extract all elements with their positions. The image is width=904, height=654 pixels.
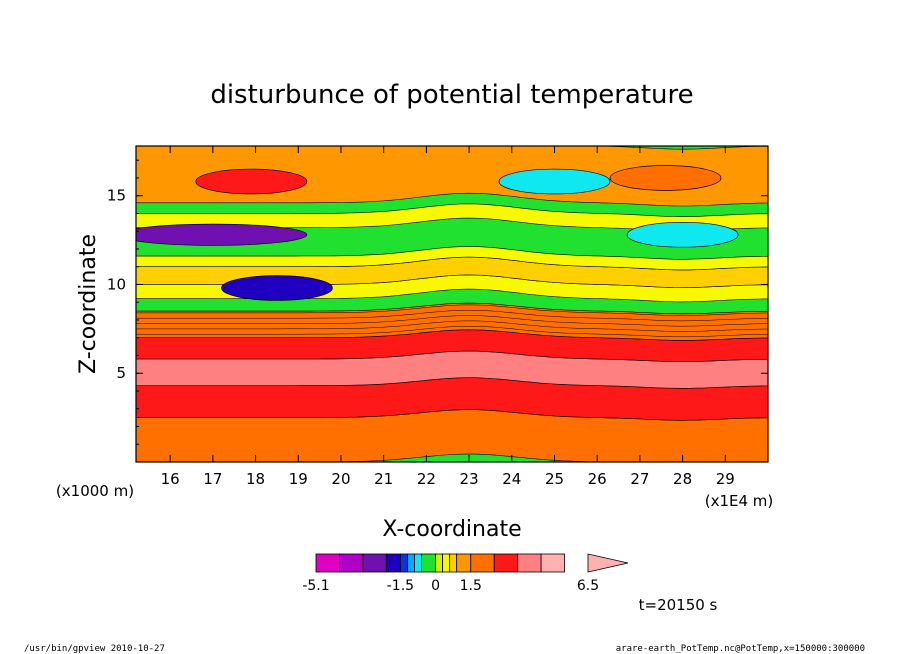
- x-tick-label: 17: [203, 470, 222, 488]
- colorbar-label: -5.1: [302, 578, 329, 594]
- feature-4: [498, 168, 611, 195]
- y-tick-label: 5: [116, 364, 126, 382]
- colorbar-swatch: [517, 553, 542, 573]
- x-axis-label: X-coordinate: [382, 517, 521, 542]
- y-tick-label: 10: [107, 275, 126, 293]
- chart-title: disturbunce of potential temperature: [210, 80, 693, 110]
- contour-line: [136, 320, 768, 332]
- colorbar-swatch: [470, 553, 495, 573]
- x-tick-label: 25: [545, 470, 564, 488]
- colorbar-swatch: [449, 553, 458, 573]
- plot-frame: [135, 145, 769, 463]
- colorbar-swatch: [442, 553, 451, 573]
- feature-3: [221, 275, 333, 301]
- x-tick-label: 21: [374, 470, 393, 488]
- contour-line: [136, 309, 768, 322]
- x-tick-label: 24: [502, 470, 521, 488]
- colorbar-swatch: [414, 553, 422, 573]
- colorbar-label: 1.5: [460, 578, 482, 594]
- x-tick-label: 16: [161, 470, 180, 488]
- feature-5: [626, 221, 739, 248]
- footer-left: /usr/bin/gpview 2010-10-27: [24, 644, 165, 654]
- contour-line: [136, 304, 768, 316]
- x-tick-label: 27: [630, 470, 649, 488]
- upper-layer-4: [136, 146, 768, 207]
- colorbar-label: 0: [431, 578, 440, 594]
- x-tick-label: 18: [246, 470, 265, 488]
- contour-line: [136, 315, 768, 327]
- y-axis: 5 10 15: [107, 159, 768, 445]
- contour-plot: [136, 146, 768, 462]
- x-tick-label: 22: [417, 470, 436, 488]
- x-tick-label: 28: [673, 470, 692, 488]
- feature-1: [609, 165, 722, 191]
- colorbar-swatch: [385, 553, 401, 573]
- contour-line: [136, 325, 768, 338]
- x-tick-label: 29: [716, 470, 735, 488]
- upper-layer-2: [136, 246, 768, 271]
- time-label: t=20150 s: [639, 596, 718, 614]
- colorbar-swatch: [339, 553, 364, 573]
- colorbar-swatch: [493, 553, 519, 573]
- x-tick-label: 26: [588, 470, 607, 488]
- x-tick-label: 20: [331, 470, 350, 488]
- feature-0: [195, 168, 308, 195]
- x-tick-label: 23: [460, 470, 479, 488]
- colorbar: -5.1 -1.5 0 1.5 6.5: [302, 553, 629, 594]
- colorbar-swatch: [456, 553, 472, 573]
- colorbar-swatch: [407, 553, 415, 573]
- upper-layer-3: [136, 203, 768, 232]
- colorbar-arrow: [587, 553, 629, 573]
- feature-2: [136, 223, 308, 246]
- colorbar-swatch: [362, 553, 387, 573]
- x-unit-label: (x1E4 m): [705, 492, 774, 510]
- y-axis-label: Z-coordinate: [76, 234, 101, 374]
- band-4: [136, 302, 768, 341]
- colorbar-label: -1.5: [387, 578, 414, 594]
- y-tick-label: 15: [107, 187, 126, 205]
- x-axis: 16 17 18 19 20 21 22 23 24 25 26 27 28 29: [161, 146, 735, 488]
- colorbar-swatch: [421, 553, 436, 573]
- colorbar-swatch: [400, 553, 408, 573]
- colorbar-swatch: [435, 553, 444, 573]
- colorbar-swatch: [315, 553, 340, 573]
- colorbar-label: 6.5: [577, 578, 599, 594]
- footer-right: arare-earth_PotTemp.nc@PotTemp,x=150000:…: [616, 644, 865, 654]
- y-unit-label: (x1000 m): [56, 482, 134, 500]
- x-tick-label: 19: [289, 470, 308, 488]
- colorbar-swatch: [540, 553, 565, 573]
